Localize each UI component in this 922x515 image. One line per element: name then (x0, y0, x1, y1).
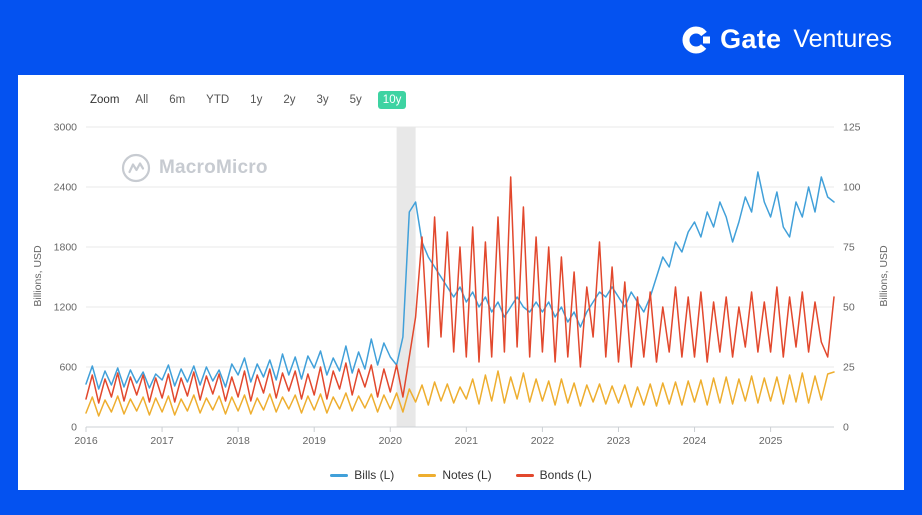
y-tick-right: 0 (843, 422, 849, 434)
brand-name: Gate (720, 24, 782, 54)
zoom-option-1y[interactable]: 1y (250, 94, 263, 106)
brand-suffix: Ventures (793, 25, 892, 53)
zoom-option-all[interactable]: All (135, 94, 149, 106)
y-tick-right: 25 (843, 362, 855, 374)
zoom-option-3y[interactable]: 3y (316, 94, 329, 106)
y-tick-right: 100 (843, 182, 861, 194)
zoom-options: All 6m YTD 1y 2y 3y 5y 10y (130, 91, 407, 109)
y-tick-left: 3000 (54, 122, 78, 134)
y-tick-left: 1800 (54, 242, 78, 254)
x-tick-label: 2024 (683, 435, 707, 447)
x-tick-label: 2018 (226, 435, 250, 447)
x-tick-label: 2017 (150, 435, 174, 447)
macromicro-watermark: MacroMicro (121, 153, 268, 183)
legend-item-notes[interactable]: Notes (L) (418, 468, 492, 482)
y-tick-right: 50 (843, 302, 855, 314)
legend-label-notes: Notes (L) (442, 468, 492, 482)
y-tick-left: 600 (59, 362, 77, 374)
x-tick-label: 2021 (455, 435, 479, 447)
x-tick-label: 2022 (531, 435, 555, 447)
chart-card: Zoom All 6m YTD 1y 2y 3y 5y 10y MacroMicro Bill… (18, 75, 904, 490)
y-tick-left: 0 (71, 422, 77, 434)
series-line-notes (85, 370, 835, 417)
zoom-option-6m[interactable]: 6m (169, 94, 186, 106)
y-tick-left: 2400 (54, 182, 78, 194)
x-tick-label: 2023 (607, 435, 631, 447)
legend-marker-bills (330, 473, 349, 477)
y-tick-right: 75 (843, 242, 855, 254)
watermark-text: MacroMicro (159, 157, 268, 178)
zoom-option-10y[interactable]: 10y (377, 91, 407, 109)
gate-logo-icon (682, 26, 711, 53)
y-tick-right: 125 (843, 122, 861, 134)
legend-label-bonds: Bonds (L) (539, 468, 592, 482)
zoom-option-ytd[interactable]: YTD (206, 94, 230, 106)
macromicro-logo-icon (121, 153, 151, 183)
x-tick-label: 2020 (379, 435, 403, 447)
zoom-toolbar: Zoom All 6m YTD 1y 2y 3y 5y 10y (90, 91, 407, 109)
plot-svg: 0 600 1200 1800 2400 3000 0 25 50 75 100 125 2016 201… (54, 122, 861, 448)
legend-item-bonds[interactable]: Bonds (L) (515, 468, 592, 482)
zoom-option-2y[interactable]: 2y (283, 94, 296, 106)
brand-header: Gate Ventures (681, 24, 892, 55)
x-tick-label: 2019 (303, 435, 327, 447)
series-line-bonds (85, 176, 835, 404)
legend-marker-notes (418, 473, 437, 477)
series-line-bills (85, 171, 835, 390)
x-tick-label: 2025 (759, 435, 783, 447)
legend-item-bills[interactable]: Bills (L) (330, 468, 394, 482)
legend: Bills (L) Notes (L) Bonds (L) (18, 468, 904, 482)
zoom-label: Zoom (90, 94, 120, 106)
x-tick-label: 2016 (74, 435, 98, 447)
legend-marker-bonds (515, 473, 534, 477)
zoom-option-5y[interactable]: 5y (349, 94, 362, 106)
y-tick-left: 1200 (54, 302, 78, 314)
legend-label-bills: Bills (L) (354, 468, 395, 482)
